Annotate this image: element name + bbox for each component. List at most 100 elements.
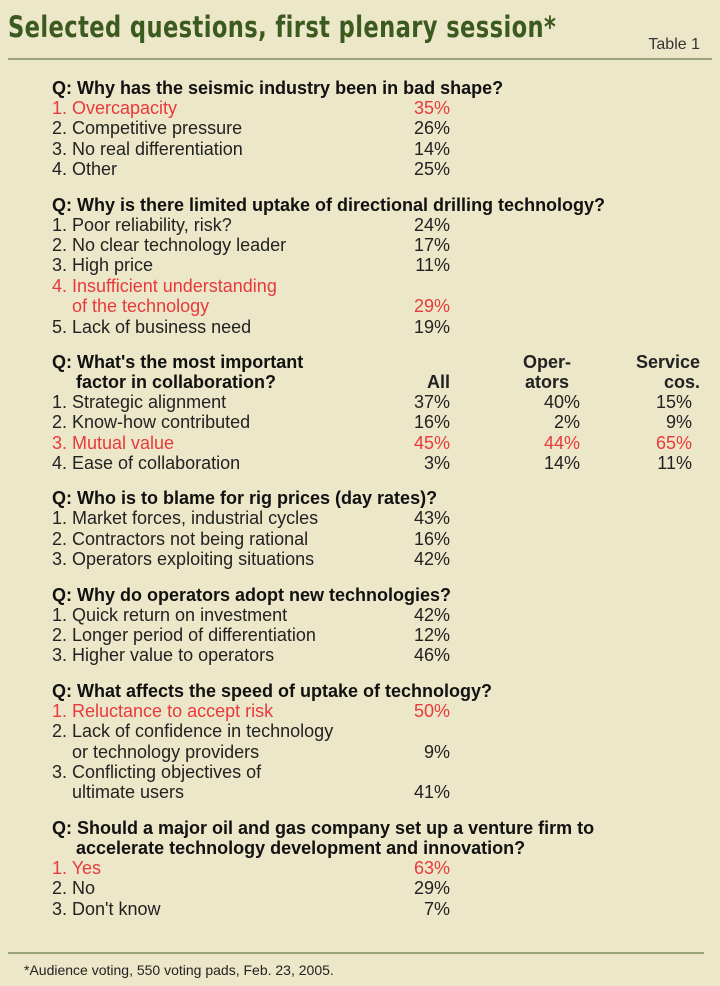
answer-value: 35% — [413, 98, 450, 118]
question-text: Q: Why do operators adopt new technologi… — [52, 584, 452, 605]
question-block-collaboration: Q: What's the most important factor in c… — [52, 352, 700, 474]
answer-row: 1. Yes 63% — [52, 858, 700, 878]
answer-label: 3. High price — [52, 255, 154, 276]
column-header-operators-line2: ators — [524, 371, 569, 392]
answer-value: 9% — [423, 741, 450, 762]
answer-label: 2. Competitive pressure — [52, 118, 243, 139]
answer-value-operators: 44% — [543, 432, 580, 453]
answer-label: 3. Mutual value — [52, 432, 175, 453]
answer-label: 1. Market forces, industrial cycles — [52, 508, 319, 529]
answer-row: 2. Longer period of differentiation 12% — [52, 625, 700, 645]
answer-value-all: 45% — [413, 432, 450, 453]
answer-row: 4. Ease of collaboration 3% 14% 11% — [52, 453, 700, 473]
answer-label: ultimate users — [52, 782, 185, 803]
answer-value: 29% — [413, 878, 450, 899]
answer-label: 4. Ease of collaboration — [52, 453, 241, 474]
question-text: Q: What's the most important — [52, 351, 304, 372]
answer-row: 2. No clear technology leader 17% — [52, 235, 700, 255]
answer-label: 2. No — [52, 878, 96, 899]
question-block-rig-prices: Q: Who is to blame for rig prices (day r… — [52, 488, 700, 569]
answer-row: 2. Competitive pressure 26% — [52, 118, 700, 138]
answer-value-all: 16% — [413, 412, 450, 433]
question-text: Q: What affects the speed of uptake of t… — [52, 680, 493, 701]
answer-value: 14% — [413, 138, 450, 159]
question-block-adopt-technologies: Q: Why do operators adopt new technologi… — [52, 585, 700, 666]
answer-value: 26% — [413, 118, 450, 139]
answer-row: 1. Strategic alignment 37% 40% 15% — [52, 392, 700, 412]
answer-label: 2. Contractors not being rational — [52, 528, 309, 549]
answer-value: 41% — [413, 782, 450, 803]
answer-value-service: 15% — [655, 391, 692, 412]
question-text: factor in collaboration? — [76, 371, 277, 392]
answer-value-service: 9% — [665, 412, 692, 433]
answer-row: 3. High price 11% — [52, 255, 700, 275]
answer-row: 5. Lack of business need 19% — [52, 317, 700, 337]
column-header-service-line2: cos. — [663, 371, 700, 392]
question-block-speed-of-uptake: Q: What affects the speed of uptake of t… — [52, 681, 700, 803]
answer-row: 3. Higher value to operators 46% — [52, 645, 700, 665]
question-text-line2: accelerate technology development and in… — [52, 838, 700, 858]
answer-row: 1. Poor reliability, risk? 24% — [52, 215, 700, 235]
column-header-service-line1: Service — [635, 351, 700, 372]
answer-label: 1. Strategic alignment — [52, 391, 227, 412]
question-text: Q: Why is there limited uptake of direct… — [52, 194, 606, 215]
answer-value: 63% — [413, 857, 450, 878]
answer-label: 1. Poor reliability, risk? — [52, 214, 232, 235]
answer-label: 1. Overcapacity — [52, 98, 178, 118]
answer-value: 43% — [413, 508, 450, 529]
answer-row: 3. Operators exploiting situations 42% — [52, 549, 700, 569]
answer-value: 7% — [423, 898, 450, 919]
answer-row: 2. Contractors not being rational 16% — [52, 529, 700, 549]
answer-value: 50% — [413, 700, 450, 721]
answer-value-all: 3% — [423, 453, 450, 474]
answer-label: 3. Operators exploiting situations — [52, 549, 315, 570]
answer-label: 3. Conflicting objectives of — [52, 761, 262, 782]
column-header-operators-line1: Oper- — [522, 351, 571, 372]
answer-row: 4. Insufficient understanding — [52, 276, 700, 296]
answer-label: 4. Insufficient understanding — [52, 275, 277, 296]
question-text: Q: Who is to blame for rig prices (day r… — [52, 488, 438, 509]
column-header-all: All — [426, 371, 450, 392]
answer-label: 1. Yes — [52, 857, 102, 878]
answer-value: 42% — [413, 604, 450, 625]
answer-label: 5. Lack of business need — [52, 316, 252, 337]
answer-row: 3. No real differentiation 14% — [52, 139, 700, 159]
answer-row: 2. Lack of confidence in technology — [52, 721, 700, 741]
answer-value-service: 65% — [655, 432, 692, 453]
question-text: Q: Should a major oil and gas company se… — [52, 817, 595, 838]
question-text-line2: factor in collaboration? — [52, 372, 700, 392]
answer-row: 1. Market forces, industrial cycles 43% — [52, 508, 700, 528]
answer-value: 12% — [413, 625, 450, 646]
answer-label: 3. No real differentiation — [52, 138, 243, 159]
answer-value: 24% — [413, 214, 450, 235]
answer-row: or technology providers 9% — [52, 742, 700, 762]
answer-value: 46% — [413, 645, 450, 666]
answer-value-operators: 2% — [553, 412, 580, 433]
question-block-venture-firm: Q: Should a major oil and gas company se… — [52, 818, 700, 919]
answer-value-all: 37% — [413, 391, 450, 412]
answer-label: of the technology — [52, 296, 210, 317]
answer-label: 2. Longer period of differentiation — [52, 625, 316, 646]
answer-row: 3. Mutual value 45% 44% 65% — [52, 433, 700, 453]
question-block-directional-drilling: Q: Why is there limited uptake of direct… — [52, 195, 700, 337]
answer-label: 3. Higher value to operators — [52, 645, 275, 666]
answer-label: 2. Lack of confidence in technology — [52, 721, 334, 742]
answer-value: 11% — [415, 255, 450, 276]
answer-value-service: 11% — [657, 453, 692, 474]
answer-value: 42% — [413, 549, 450, 570]
answer-row: 2. Know-how contributed 16% 2% 9% — [52, 412, 700, 432]
bottom-rule — [8, 952, 704, 954]
answer-row: 1. Reluctance to accept risk 50% — [52, 701, 700, 721]
answer-value: 17% — [413, 234, 450, 255]
answer-row: 4. Other 25% — [52, 159, 700, 179]
answer-label: 2. Know-how contributed — [52, 412, 251, 433]
answer-row: ultimate users 41% — [52, 782, 700, 802]
top-rule — [8, 58, 712, 60]
answer-value-operators: 40% — [543, 391, 580, 412]
question-text: accelerate technology development and in… — [76, 837, 526, 858]
answer-row: 2. No 29% — [52, 878, 700, 898]
table-number-label: Table 1 — [648, 36, 700, 53]
footnote: *Audience voting, 550 voting pads, Feb. … — [24, 962, 334, 978]
table-header: Selected questions, first plenary sessio… — [8, 10, 712, 56]
answer-row: 3. Don't know 7% — [52, 899, 700, 919]
